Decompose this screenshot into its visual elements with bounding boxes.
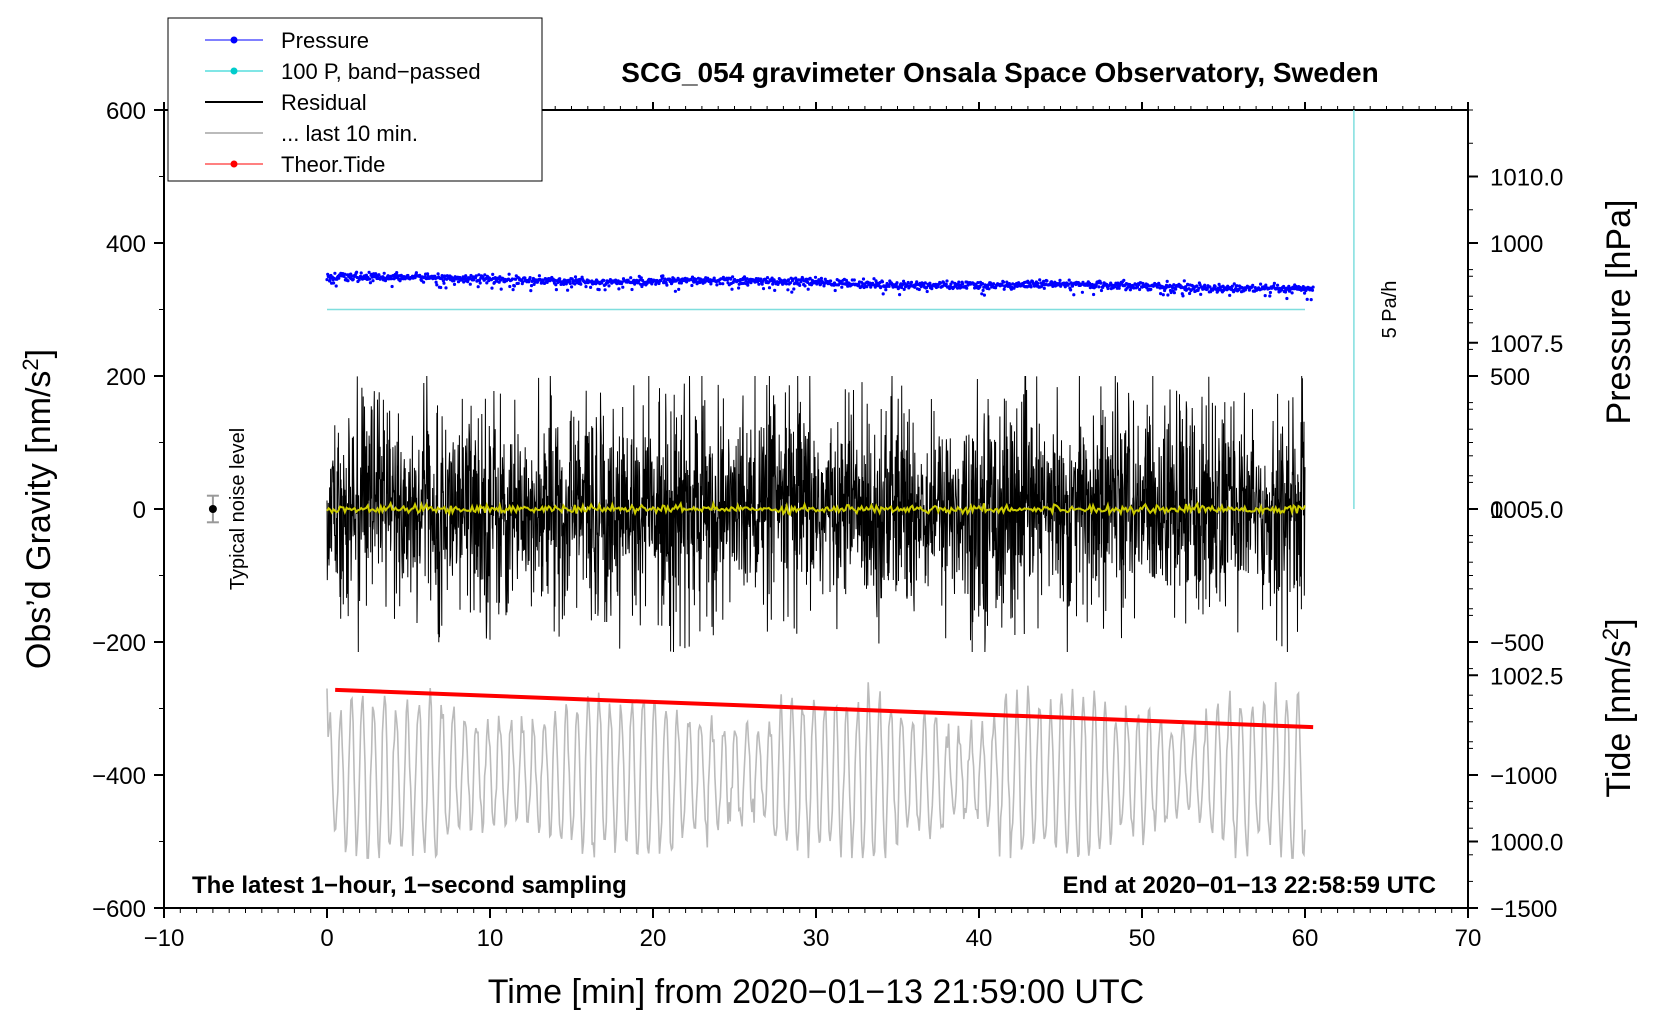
x-tick-label: 40 xyxy=(966,925,993,952)
tide-tick-label: 500 xyxy=(1490,364,1530,391)
x-axis-label: Time [min] from 2020−01−13 21:59:00 UTC xyxy=(488,973,1144,1011)
series-last-10-min xyxy=(326,682,1306,859)
axes: −10 0 10 20 30 40 50 60 70 −600 −400 −200 0 200 400 600… xyxy=(92,98,1563,952)
rate-bar-label: 5 Pa/h xyxy=(1379,281,1401,339)
pressure-tick-label: 1002.5 xyxy=(1490,663,1563,690)
y-axis-label-left: Obs’d Gravity [nm/s2] xyxy=(18,349,58,669)
y-axis-label-tide-end: ] xyxy=(1600,618,1638,627)
y-axis-label-pressure: Pressure [hPa] xyxy=(1600,200,1638,425)
pressure-tick-label: 1005.0 xyxy=(1490,497,1563,524)
y-tick-label: 400 xyxy=(106,231,146,258)
pressure-tick-label: 1000.0 xyxy=(1490,830,1563,857)
tide-tick-label: −1500 xyxy=(1490,896,1557,923)
y-axis-label-tide-base: Tide [nm/s xyxy=(1600,640,1638,797)
noise-point xyxy=(208,505,217,513)
pressure-tick-label: 1007.5 xyxy=(1490,331,1563,358)
legend-label: Pressure xyxy=(281,28,369,53)
y-axis-label-tide-sup: 2 xyxy=(1598,628,1623,640)
x-tick-label: 30 xyxy=(803,925,830,952)
tide-tick-label: 1000 xyxy=(1490,231,1543,258)
y-axis-label-left-sup: 2 xyxy=(18,358,43,370)
tide-tick-label: 0 xyxy=(1490,497,1503,524)
legend: Pressure 100 P, band−passed Residual ... la… xyxy=(167,17,543,182)
y-tick-label: 600 xyxy=(106,98,146,125)
legend-marker xyxy=(230,36,238,44)
noise-label: Typical noise level xyxy=(227,428,249,590)
y-axis-label-left-base: Obs’d Gravity [nm/s xyxy=(20,371,58,670)
legend-label: Residual xyxy=(281,90,367,115)
series-residual xyxy=(326,375,1306,653)
pressure-tick-label: 1010.0 xyxy=(1490,165,1563,192)
residual-line xyxy=(326,375,1306,653)
last-10-min-line xyxy=(326,682,1306,859)
legend-label: 100 P, band−passed xyxy=(281,59,481,84)
y-tick-label: 200 xyxy=(106,364,146,391)
x-tick-label: 50 xyxy=(1129,925,1156,952)
rate-bar: 5 Pa/h xyxy=(1353,110,1401,509)
x-tick-label: 60 xyxy=(1292,925,1319,952)
x-tick-label: 10 xyxy=(477,925,504,952)
y-tick-label: −400 xyxy=(92,763,146,790)
annotation-end-time: End at 2020−01−13 22:58:59 UTC xyxy=(1062,872,1436,899)
legend-marker xyxy=(230,160,238,168)
y-axis-label-left-end: ] xyxy=(20,349,58,358)
y-tick-label: 0 xyxy=(133,497,146,524)
tide-tick-label: −1000 xyxy=(1490,763,1557,790)
x-tick-label: −10 xyxy=(144,925,185,952)
pressure-points xyxy=(325,270,1315,302)
plot-layer: 5 Pa/h Typical noise level xyxy=(206,110,1401,859)
y-axis-label-tide: Tide [nm/s2] xyxy=(1598,618,1638,797)
tide-tick-label: −500 xyxy=(1490,630,1544,657)
annotation-sampling: The latest 1−hour, 1−second sampling xyxy=(192,872,627,899)
x-tick-label: 20 xyxy=(640,925,667,952)
x-tick-label: 70 xyxy=(1455,925,1482,952)
series-pressure xyxy=(325,270,1315,302)
residual-smoothed-line xyxy=(326,499,1306,517)
x-tick-label: 0 xyxy=(320,925,333,952)
legend-marker xyxy=(230,67,238,75)
noise-marker: Typical noise level xyxy=(206,428,249,590)
series-theor-tide xyxy=(335,687,1314,730)
y-tick-label: −600 xyxy=(92,896,146,923)
theor-tide-line xyxy=(335,687,1314,730)
chart-title: SCG_054 gravimeter Onsala Space Observat… xyxy=(621,57,1378,88)
legend-box xyxy=(167,17,543,182)
y-tick-label: −200 xyxy=(92,630,146,657)
series-residual-smoothed xyxy=(326,499,1306,517)
legend-label: Theor.Tide xyxy=(281,152,385,177)
legend-label: ... last 10 min. xyxy=(281,121,418,146)
